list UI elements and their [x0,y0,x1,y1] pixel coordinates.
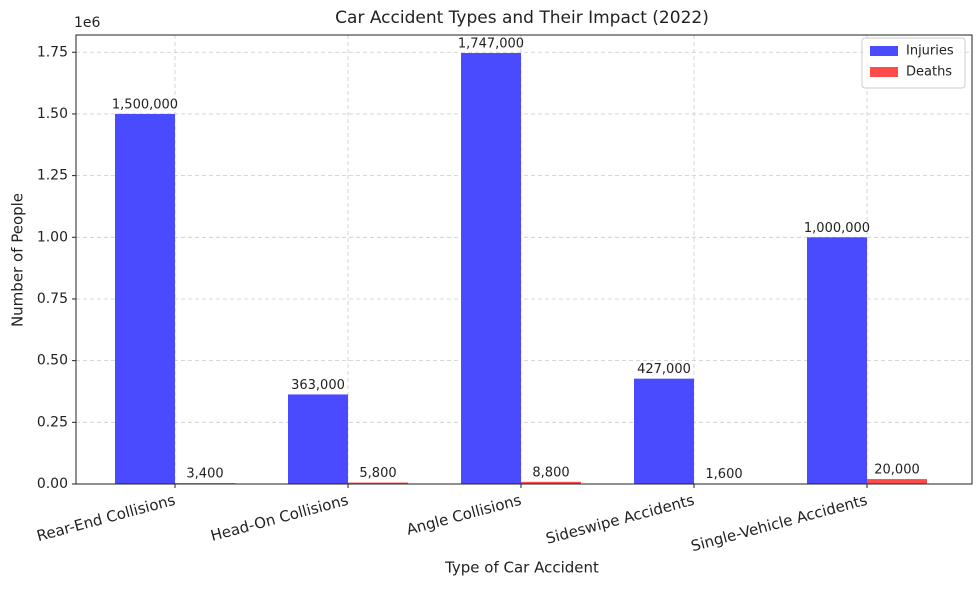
value-label: 1,500,000 [112,97,178,112]
legend-label: Deaths [906,65,952,80]
bar [867,479,927,484]
value-label: 1,600 [705,467,742,482]
bar [807,237,867,484]
y-tick-label: 0.00 [37,476,68,492]
x-axis-label: Type of Car Accident [444,559,599,577]
y-tick-label: 0.75 [37,291,68,307]
bar [634,379,694,484]
x-tick-label: Single-Vehicle Accidents [689,491,869,555]
value-label: 1,747,000 [458,37,524,52]
legend: Injuries Deaths [862,38,965,88]
y-tick-label: 1.50 [37,106,68,122]
value-label: 363,000 [291,378,345,393]
x-tick-label: Rear-End Collisions [35,491,178,545]
y-axis-label: Number of People [9,193,27,327]
y-tick-label: 0.50 [37,353,68,369]
legend-swatch [870,67,898,77]
y-tick-label: 1.25 [37,168,68,184]
value-label: 3,400 [186,467,223,482]
y-tick-label: 0.25 [37,414,68,430]
chart-title: Car Accident Types and Their Impact (202… [335,8,709,28]
value-label: 427,000 [637,362,691,377]
value-label: 5,800 [359,466,396,481]
y-tick-label: 1.00 [37,229,68,245]
x-tick-label: Head-On Collisions [209,491,351,545]
x-tick-label: Angle Collisions [404,491,523,539]
x-tick-label: Sideswipe Accidents [544,491,696,548]
bar [115,114,175,484]
value-label: 8,800 [532,465,569,480]
y-offset-label: 1e6 [74,15,101,31]
legend-swatch [870,46,898,56]
y-tick-label: 1.75 [37,44,68,60]
legend-label: Injuries [906,44,954,59]
bar [461,53,521,484]
value-label: 1,000,000 [804,221,870,236]
bar [288,394,348,484]
value-label: 20,000 [874,463,920,478]
